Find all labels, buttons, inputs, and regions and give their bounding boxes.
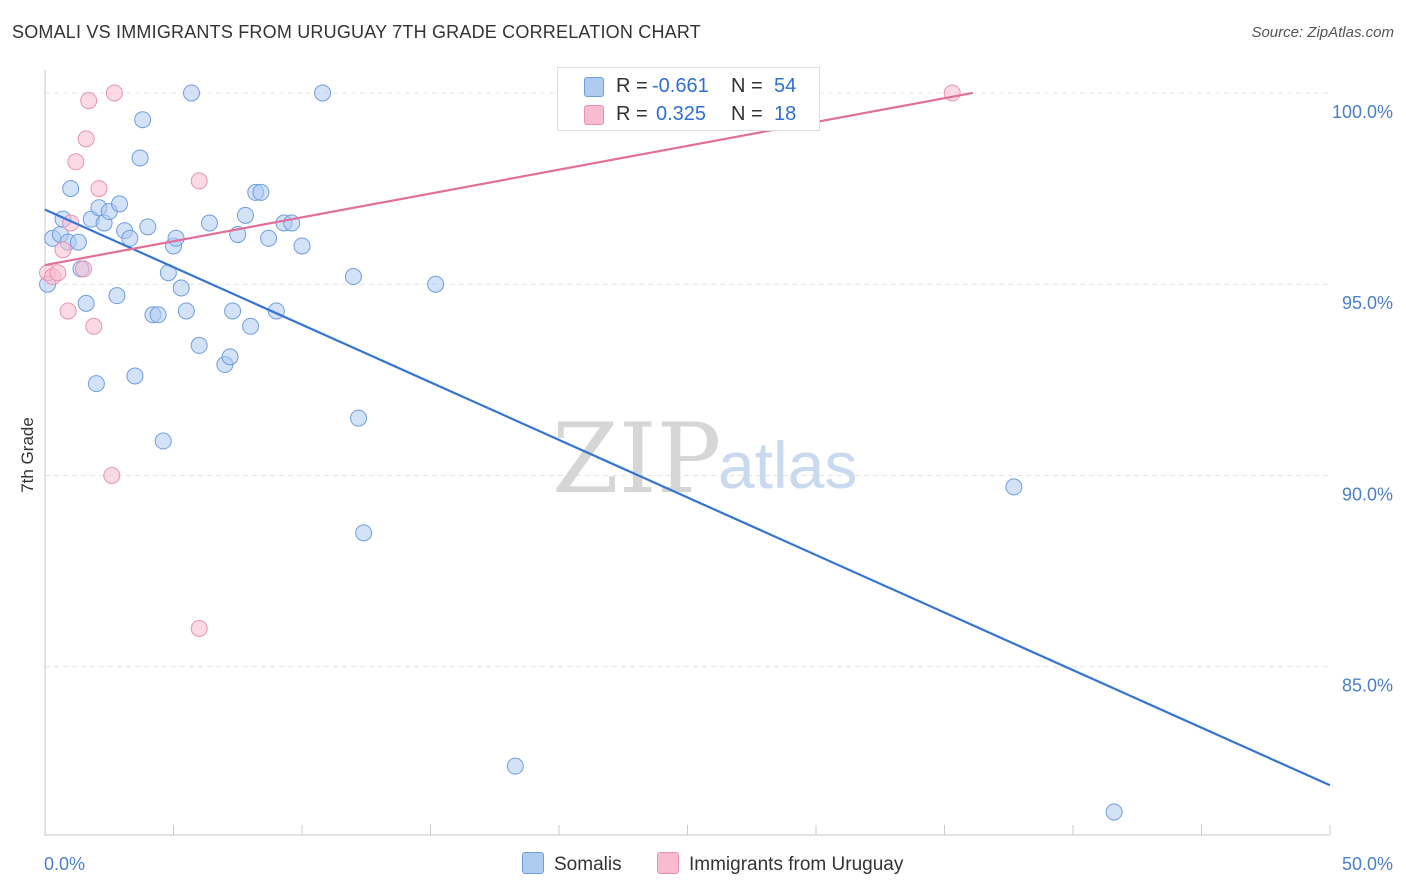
somali-point — [108, 287, 126, 305]
legend-r-value: -0.661 — [652, 75, 709, 97]
stats-legend: R = -0.661 N = 54 R = 0.325 N = 18 — [557, 67, 820, 131]
bottom-legend-swatch-somalis — [522, 852, 544, 874]
uruguay-point — [90, 180, 108, 198]
chart-title: SOMALI VS IMMIGRANTS FROM URUGUAY 7TH GR… — [12, 22, 701, 42]
uruguay-point — [75, 260, 93, 278]
legend-r-value: 0.325 — [656, 103, 707, 125]
somali-point — [236, 206, 254, 224]
somali-point — [126, 367, 144, 385]
y-axis-label: 7th Grade — [18, 417, 37, 493]
uruguay-point — [67, 153, 85, 171]
legend-n-label: N = — [731, 103, 763, 125]
uruguay-point — [77, 130, 95, 148]
y-tick-label: 95.0% — [1342, 293, 1393, 313]
legend-r-label: R = — [616, 75, 648, 97]
somali-point — [190, 336, 208, 354]
uruguay-point — [105, 84, 123, 102]
uruguay-point — [190, 619, 208, 637]
y-tick-label: 100.0% — [1332, 102, 1393, 122]
somali-point — [200, 214, 218, 232]
legend-r-label: R = — [616, 103, 648, 125]
somali-trend-line — [44, 208, 1331, 787]
somali-point — [77, 294, 95, 312]
somali-point — [172, 279, 190, 297]
somali-point — [111, 195, 129, 213]
bottom-legend-swatch-uruguay — [657, 852, 679, 874]
somali-point — [350, 409, 368, 427]
uruguay-point — [54, 241, 72, 259]
somali-point — [69, 233, 87, 251]
somali-point — [1005, 478, 1023, 496]
watermark-atlas: atlas — [718, 428, 857, 502]
legend-n-value: 18 — [774, 103, 797, 125]
somali-point — [242, 317, 260, 335]
somali-point — [139, 218, 157, 236]
uruguay-point — [190, 172, 208, 190]
somali-point — [87, 375, 105, 393]
somali-point — [224, 302, 242, 320]
somali-point — [506, 757, 524, 775]
somali-point — [427, 275, 445, 293]
data-points — [39, 84, 1123, 821]
axes — [44, 70, 1331, 836]
gridlines — [45, 92, 1330, 668]
somali-point — [134, 111, 152, 129]
somali-point — [182, 84, 200, 102]
uruguay-point — [85, 317, 103, 335]
somali-point — [260, 229, 278, 247]
bottom-legend-label-somalis: Somalis — [554, 854, 622, 875]
y-tick-label: 90.0% — [1342, 484, 1393, 504]
watermark-zip: ZIP — [552, 403, 721, 515]
x-tick-label: 0.0% — [44, 854, 85, 874]
somali-point — [62, 180, 80, 198]
uruguay-point — [49, 264, 67, 282]
somali-point — [167, 229, 185, 247]
uruguay-point — [103, 466, 121, 484]
somali-point — [293, 237, 311, 255]
uruguay-point — [59, 302, 77, 320]
bottom-legend-uruguay: Immigrants from Uruguay — [657, 852, 903, 876]
somali-point — [149, 306, 167, 324]
source-label: Source: ZipAtlas.com — [1251, 24, 1394, 41]
legend-n-label: N = — [731, 75, 763, 97]
somali-point — [344, 268, 362, 286]
somali-point — [221, 348, 239, 366]
tick-labels: 100.0% 95.0% 90.0% 85.0% 0.0% 50.0% — [44, 102, 1393, 874]
x-tick-label: 50.0% — [1342, 854, 1393, 874]
somali-point — [154, 432, 172, 450]
legend-swatch-somalis — [584, 77, 604, 97]
somali-point — [121, 229, 139, 247]
somali-point — [252, 183, 270, 201]
bottom-legend-somalis: Somalis — [522, 852, 622, 876]
y-tick-label: 85.0% — [1342, 676, 1393, 696]
uruguay-point — [80, 92, 98, 110]
somali-point — [177, 302, 195, 320]
legend-swatch-uruguay — [584, 105, 604, 125]
somali-point — [355, 524, 373, 542]
uruguay-trend-line — [44, 91, 973, 267]
somali-point — [131, 149, 149, 167]
bottom-legend-label-uruguay: Immigrants from Uruguay — [689, 854, 904, 875]
somali-point — [314, 84, 332, 102]
somali-point — [1105, 803, 1123, 821]
legend-n-value: 54 — [774, 75, 797, 97]
